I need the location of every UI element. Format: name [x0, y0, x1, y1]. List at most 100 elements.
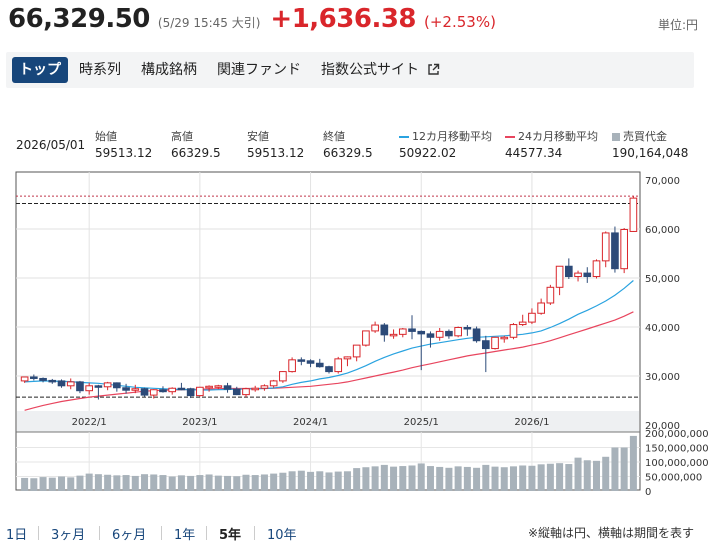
- volume-bar: [565, 464, 573, 491]
- range-5y[interactable]: 5年: [219, 528, 242, 543]
- volume-tick-label: 200,000,000: [645, 429, 709, 440]
- candle-body: [297, 359, 306, 362]
- candle-body: [500, 336, 509, 340]
- candle-body: [417, 330, 426, 335]
- tab-constituents[interactable]: 構成銘柄: [134, 57, 204, 83]
- volume-bar: [260, 474, 268, 491]
- candle-body: [48, 379, 57, 383]
- stats-date: 2026/05/01: [16, 138, 86, 152]
- price-tick-label: 60,000: [645, 225, 680, 236]
- volume-bar: [196, 475, 204, 491]
- tab-official-site[interactable]: 指数公式サイト: [314, 57, 447, 83]
- tab-related-funds[interactable]: 関連ファンド: [210, 57, 308, 83]
- volume-bar: [473, 467, 481, 491]
- candle-body: [592, 260, 601, 278]
- volume-bar: [592, 460, 600, 491]
- external-link-icon: [428, 63, 440, 75]
- volume-bar: [371, 466, 379, 491]
- axis-footnote: ※縦軸は円、横軸は期間を表す: [527, 526, 694, 540]
- volume-bar: [297, 470, 305, 491]
- stat-low-value: 59513.12: [247, 146, 305, 160]
- range-10y[interactable]: 10年: [267, 528, 297, 543]
- candle-body: [528, 312, 536, 323]
- volume-bar: [574, 457, 582, 491]
- volume-bar: [602, 456, 610, 491]
- tab-timeseries[interactable]: 時系列: [72, 57, 128, 83]
- volume-bar: [316, 471, 324, 491]
- volume-bar: [113, 475, 121, 491]
- candle-body: [214, 385, 223, 388]
- volume-bar: [168, 476, 176, 491]
- stat-high-value: 66329.5: [171, 146, 221, 160]
- price-tick-label: 50,000: [645, 274, 680, 285]
- volume-bar: [362, 467, 370, 491]
- volume-bar: [214, 475, 222, 491]
- volume-bar: [233, 476, 241, 491]
- x-tick-label: 2024/1: [293, 417, 328, 428]
- candle-body: [131, 388, 140, 391]
- candle-body: [389, 333, 398, 337]
- x-tick-label: 2023/1: [182, 417, 217, 428]
- candle-body: [251, 387, 260, 391]
- candle-body: [491, 336, 499, 350]
- candle-body: [196, 386, 204, 397]
- stat-volume-label: 売買代金: [623, 130, 667, 143]
- candle-body: [76, 381, 84, 392]
- candle-body: [362, 330, 370, 346]
- volume-bar: [307, 471, 315, 491]
- volume-bar: [390, 466, 398, 491]
- candle-body: [159, 389, 167, 393]
- volume-bar: [122, 475, 130, 491]
- range-3m[interactable]: 3ヶ月: [51, 528, 86, 543]
- price-tick-label: 70,000: [645, 176, 680, 187]
- x-axis-band: [17, 411, 639, 432]
- candle-body: [611, 232, 619, 270]
- volume-bar: [500, 467, 508, 491]
- volume-bar: [141, 474, 149, 491]
- volume-bar: [519, 465, 527, 491]
- volume-bar: [85, 473, 93, 491]
- volume-bar: [537, 464, 545, 491]
- range-1y[interactable]: 1年: [174, 528, 196, 543]
- tab-official-site-label: 指数公式サイト: [321, 62, 419, 78]
- candle-body: [242, 388, 250, 396]
- candle-body: [472, 328, 481, 342]
- candle-body: [232, 388, 241, 396]
- volume-bar: [399, 466, 407, 491]
- volume-bar: [620, 447, 628, 491]
- volume-bar: [417, 463, 425, 491]
- candle-body: [66, 381, 75, 387]
- candle-body: [122, 387, 130, 391]
- candle-body: [398, 328, 407, 335]
- candle-body: [380, 324, 389, 336]
- price-timestamp: (5/29 15:45 大引): [157, 16, 261, 30]
- range-1d[interactable]: 1日: [6, 528, 28, 543]
- candle-body: [408, 328, 416, 332]
- stat-volume: 売買代金 190,164,048: [612, 128, 688, 160]
- stat-low: 安値 59513.12: [247, 128, 304, 160]
- candle-body: [620, 228, 628, 270]
- volume-tick-label: 150,000,000: [645, 444, 709, 455]
- candle-body: [149, 389, 158, 396]
- price-tick-label: 40,000: [645, 323, 680, 334]
- ohlc-stats: 2026/05/01 始値 59513.12 高値 66329.5 安値 595…: [16, 128, 706, 162]
- volume-bar: [491, 466, 499, 491]
- candle-body: [481, 340, 490, 350]
- price-header: 66,329.50 (5/29 15:45 大引) +1,636.38 (+2.…: [8, 4, 496, 38]
- candle-body: [260, 385, 269, 389]
- volume-bar: [463, 466, 471, 491]
- candle-body: [85, 385, 93, 392]
- volume-bar: [482, 464, 490, 491]
- range-6m[interactable]: 6ヶ月: [112, 528, 147, 543]
- candle-body: [269, 380, 278, 387]
- candlestick-chart[interactable]: 20,000 30,000 40,000 50,000 60,000 70,000 0 50,…: [0, 166, 712, 496]
- price-change-percent: (+2.53%): [424, 13, 496, 31]
- ma12-legend-swatch: [399, 136, 409, 138]
- volume-bar: [380, 464, 388, 491]
- candle-body: [306, 360, 315, 364]
- stat-ma12-label: 12カ月移動平均: [412, 130, 492, 143]
- candle-body: [315, 362, 324, 368]
- volume-bar: [454, 466, 462, 491]
- tab-top[interactable]: トップ: [12, 57, 68, 83]
- stat-ma24-label: 24カ月移動平均: [518, 130, 598, 143]
